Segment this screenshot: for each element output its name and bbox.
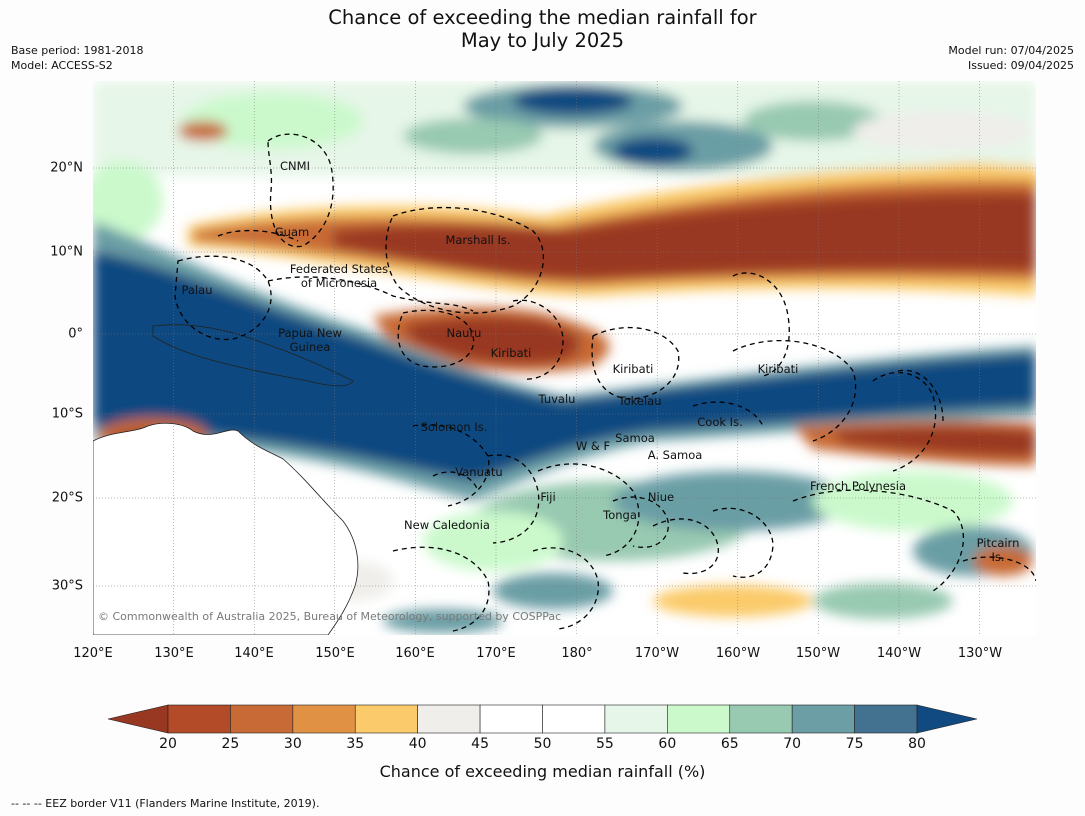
title-line-1: Chance of exceeding the median rainfall …: [328, 6, 757, 29]
x-tick: 130°W: [957, 646, 1003, 661]
rainfall-probability-map: CNMI Guam Marshall Is. Federated States …: [93, 81, 1036, 635]
eez-borders: [174, 133, 1036, 632]
colorbar-bin: [542, 704, 606, 734]
label-kiribati-east: Kiribati: [758, 362, 799, 376]
label-solomon-islands: Solomon Is.: [421, 420, 488, 434]
label-kiribati-central: Kiribati: [613, 362, 654, 376]
label-png-line-2: Guinea: [290, 340, 331, 354]
x-tick: 150°W: [795, 646, 841, 661]
colorbar-tick-label: 80: [908, 736, 926, 752]
meta-right: Model run: 07/04/2025 Issued: 09/04/2025: [948, 43, 1074, 73]
label-pitcairn-line-1: Pitcairn: [977, 536, 1020, 550]
label-kiribati-west: Kiribati: [491, 346, 532, 360]
label-samoa: Samoa: [615, 431, 655, 445]
y-tick: 20°S: [51, 490, 83, 506]
label-tuvalu: Tuvalu: [538, 392, 576, 406]
copyright-notice: © Commonwealth of Australia 2025, Bureau…: [98, 610, 562, 623]
x-tick: 150°E: [315, 646, 355, 661]
y-tick: 10°N: [50, 244, 83, 260]
x-tick: 180°: [561, 646, 593, 661]
meta-left: Base period: 1981-2018 Model: ACCESS-S2: [11, 43, 143, 73]
y-tick: 0°: [68, 326, 83, 342]
label-new-caledonia: New Caledonia: [404, 518, 490, 532]
new-guinea-coastline: [152, 324, 354, 387]
label-marshall-islands: Marshall Is.: [445, 233, 510, 247]
label-niue: Niue: [648, 490, 674, 504]
label-vanuatu: Vanuatu: [455, 465, 502, 479]
issued-date: Issued: 09/04/2025: [967, 59, 1074, 72]
label-fsm-line-1: Federated States: [290, 262, 388, 276]
x-tick: 170°E: [476, 646, 516, 661]
label-pitcairn-line-2: Is.: [991, 550, 1004, 564]
base-period: Base period: 1981-2018: [11, 44, 144, 57]
label-cnmi: CNMI: [280, 159, 310, 173]
colorbar-bin: [667, 704, 731, 734]
colorbar-tick-label: 60: [658, 736, 677, 752]
x-tick: 140°E: [234, 646, 274, 661]
map-labels: CNMI Guam Marshall Is. Federated States …: [182, 159, 1020, 564]
x-tick: 160°W: [715, 646, 761, 661]
x-tick: 170°W: [634, 646, 680, 661]
colorbar-bin: [791, 704, 855, 734]
model-run: Model run: 07/04/2025: [948, 44, 1074, 57]
x-tick: 160°E: [395, 646, 435, 661]
label-cook-islands: Cook Is.: [697, 415, 742, 429]
colorbar-high-extend: [916, 704, 978, 734]
colorbar-tick-label: 35: [346, 736, 365, 752]
colorbar-low-extend: [107, 704, 169, 734]
colorbar-tick-label: 50: [533, 736, 552, 752]
label-nauru: Nauru: [447, 326, 482, 340]
label-guam: Guam: [275, 225, 309, 239]
x-tick: 130°E: [154, 646, 194, 661]
label-wallis-futuna: W & F: [576, 439, 610, 453]
colorbar-bin: [354, 704, 418, 734]
colorbar-tick-label: 30: [283, 736, 302, 752]
colorbar-bin: [230, 704, 294, 734]
label-american-samoa: A. Samoa: [648, 448, 703, 462]
map-canvas: CNMI Guam Marshall Is. Federated States …: [93, 81, 1036, 635]
colorbar-bin: [417, 704, 481, 734]
colorbar-label: Chance of exceeding median rainfall (%): [379, 762, 706, 781]
model-name: Model: ACCESS-S2: [11, 59, 113, 72]
colorbar-tick-label: 70: [783, 736, 802, 752]
colorbar-bin: [604, 704, 668, 734]
label-tokelau: Tokelau: [618, 394, 662, 408]
colorbar-bin: [167, 704, 231, 734]
label-tonga: Tonga: [602, 508, 637, 522]
label-fiji: Fiji: [540, 490, 555, 504]
colorbar-bin: [292, 704, 356, 734]
x-tick: 140°W: [876, 646, 922, 661]
label-png-line-1: Papua New: [278, 326, 342, 340]
y-tick: 30°S: [51, 578, 83, 594]
australia-landmass: [93, 422, 359, 635]
colorbar-tick-label: 75: [845, 736, 864, 752]
colorbar-bin: [479, 704, 543, 734]
colorbar: [107, 704, 978, 734]
y-tick: 20°N: [50, 160, 83, 176]
label-palau: Palau: [182, 283, 213, 297]
colorbar-tick-label: 25: [221, 736, 240, 752]
eez-footnote: -- -- -- EEZ border V11 (Flanders Marine…: [11, 797, 320, 810]
map-gridlines: [93, 81, 1036, 635]
colorbar-tick-label: 65: [720, 736, 739, 752]
colorbar-tick-label: 20: [159, 736, 177, 752]
probability-field: [93, 81, 1036, 633]
label-fsm-line-2: of Micronesia: [301, 276, 377, 290]
title-line-2: May to July 2025: [460, 29, 625, 52]
colorbar-bin: [854, 704, 918, 734]
colorbar-tick-label: 45: [471, 736, 489, 752]
colorbar-tick-label: 40: [408, 736, 427, 752]
x-tick: 120°E: [73, 646, 113, 661]
chart-title: Chance of exceeding the median rainfall …: [0, 6, 1085, 52]
colorbar-tick-label: 55: [595, 736, 614, 752]
y-tick: 10°S: [51, 406, 83, 422]
colorbar-bin: [729, 704, 793, 734]
label-french-polynesia: French Polynesia: [810, 479, 906, 493]
